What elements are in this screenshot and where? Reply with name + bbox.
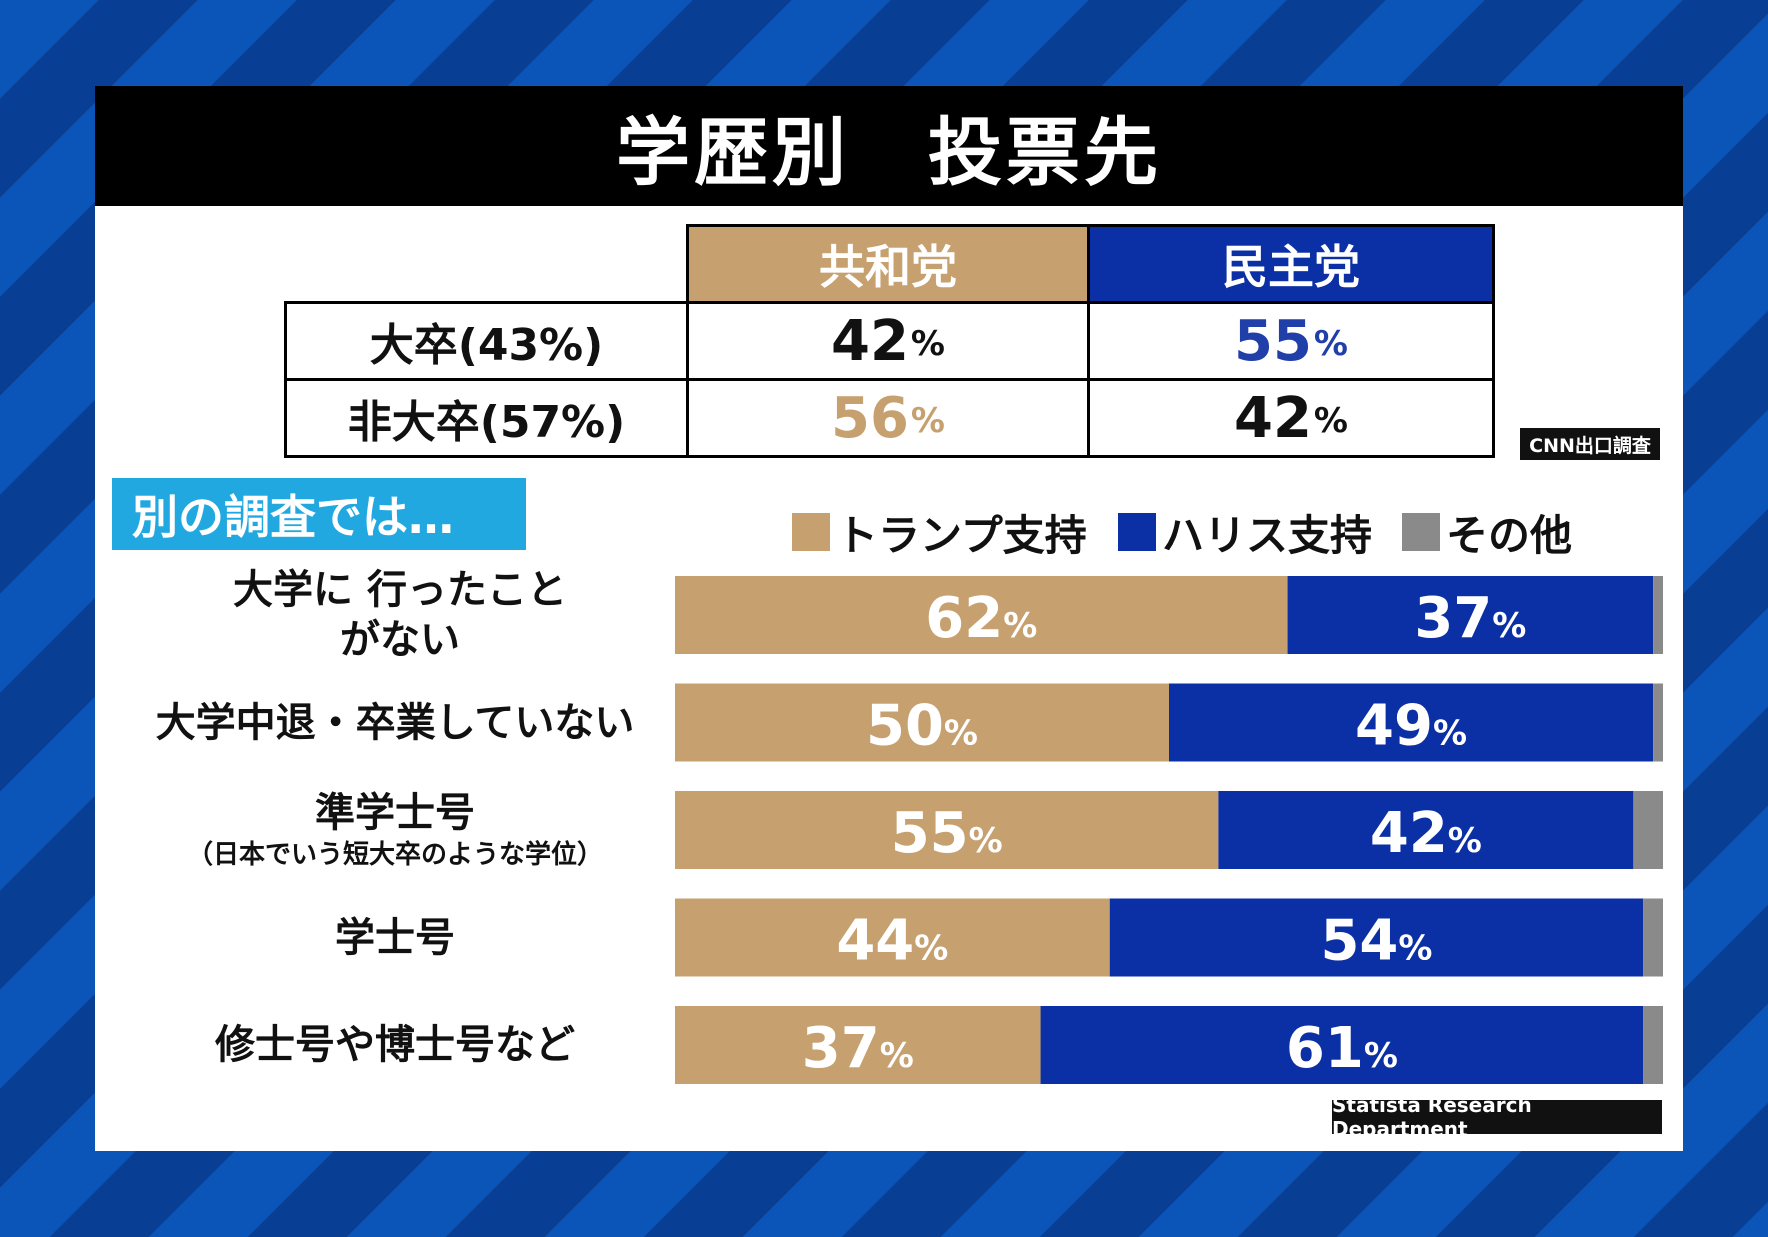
bar-segment xyxy=(675,898,1110,977)
bar-segment xyxy=(675,1006,1041,1084)
bar-segment xyxy=(675,576,1288,654)
category-label: 学士号 xyxy=(130,913,660,963)
legend-swatch-trump xyxy=(792,513,830,551)
category-label: 大学中退・卒業していない xyxy=(130,698,660,748)
data-label: 42% xyxy=(1370,801,1482,866)
data-label: 62% xyxy=(925,586,1037,651)
category-label-text: 学士号 xyxy=(335,914,455,961)
bar-segment xyxy=(1653,576,1663,654)
source-label-statista: Statista Research Department xyxy=(1332,1093,1662,1141)
category-label-text: 大学に 行ったことがない xyxy=(233,567,567,663)
data-label: 37% xyxy=(1414,586,1526,651)
cell-non-college-dem: 42% xyxy=(1087,378,1495,458)
category-label: 準学士号 （日本でいう短大卒のような学位） xyxy=(130,788,660,872)
pct-sign: % xyxy=(1313,324,1348,364)
survey-tag: 別の調査では… xyxy=(112,478,526,550)
data-label: 49% xyxy=(1355,694,1467,759)
row-label-college: 大卒(43%) xyxy=(284,301,689,381)
bar-segment xyxy=(675,683,1169,762)
pct-sign: % xyxy=(910,324,945,364)
pct-sign: % xyxy=(1313,401,1348,441)
legend-item-trump: トランプ支持 xyxy=(792,504,1087,560)
legend-swatch-other xyxy=(1402,513,1440,551)
category-label-text: 修士号や博士号など xyxy=(215,1022,575,1068)
bar-segment xyxy=(1633,791,1663,869)
bar-segment xyxy=(675,791,1219,869)
legend-label: その他 xyxy=(1446,510,1573,560)
category-sublabel: （日本でいう短大卒のような学位） xyxy=(186,840,603,870)
row-label-non-college: 非大卒(57%) xyxy=(284,378,689,458)
data-label: 37% xyxy=(802,1016,914,1081)
legend-label: ハリス支持 xyxy=(1162,510,1373,560)
category-label-text: 大学中退・卒業していない xyxy=(155,699,635,746)
data-label: 54% xyxy=(1320,909,1432,974)
category-label: 大学に 行ったことがない xyxy=(220,565,580,665)
category-label-text: 準学士号 xyxy=(315,790,475,836)
data-label: 50% xyxy=(866,694,978,759)
pct-sign: % xyxy=(910,401,945,441)
legend-item-other: その他 xyxy=(1402,504,1572,560)
value: 55 xyxy=(1233,308,1312,374)
legend-swatch-harris xyxy=(1118,513,1156,551)
bar-segment xyxy=(1643,1006,1663,1084)
data-label: 61% xyxy=(1286,1016,1398,1081)
value: 56 xyxy=(830,385,909,451)
bar-segment xyxy=(1218,791,1634,869)
cell-college-rep: 42% xyxy=(686,301,1090,381)
legend-label: トランプ支持 xyxy=(836,510,1087,560)
category-label: 修士号や博士号など xyxy=(130,1020,660,1070)
source-label-cnn: CNN出口調査 xyxy=(1520,428,1660,460)
value: 42 xyxy=(1233,385,1312,451)
bar-segment xyxy=(1653,683,1663,762)
bar-segment xyxy=(1169,683,1654,762)
value: 42 xyxy=(830,308,909,374)
bar-segment xyxy=(1287,576,1654,654)
bar-segment xyxy=(1643,898,1663,977)
data-label: 55% xyxy=(891,801,1003,866)
data-label: 44% xyxy=(836,909,948,974)
bar-segment xyxy=(1040,1006,1644,1084)
page-title: 学歴別 投票先 xyxy=(95,86,1683,206)
cell-non-college-rep: 56% xyxy=(686,378,1090,458)
bar-segment xyxy=(1109,898,1644,977)
legend-item-harris: ハリス支持 xyxy=(1118,504,1372,560)
